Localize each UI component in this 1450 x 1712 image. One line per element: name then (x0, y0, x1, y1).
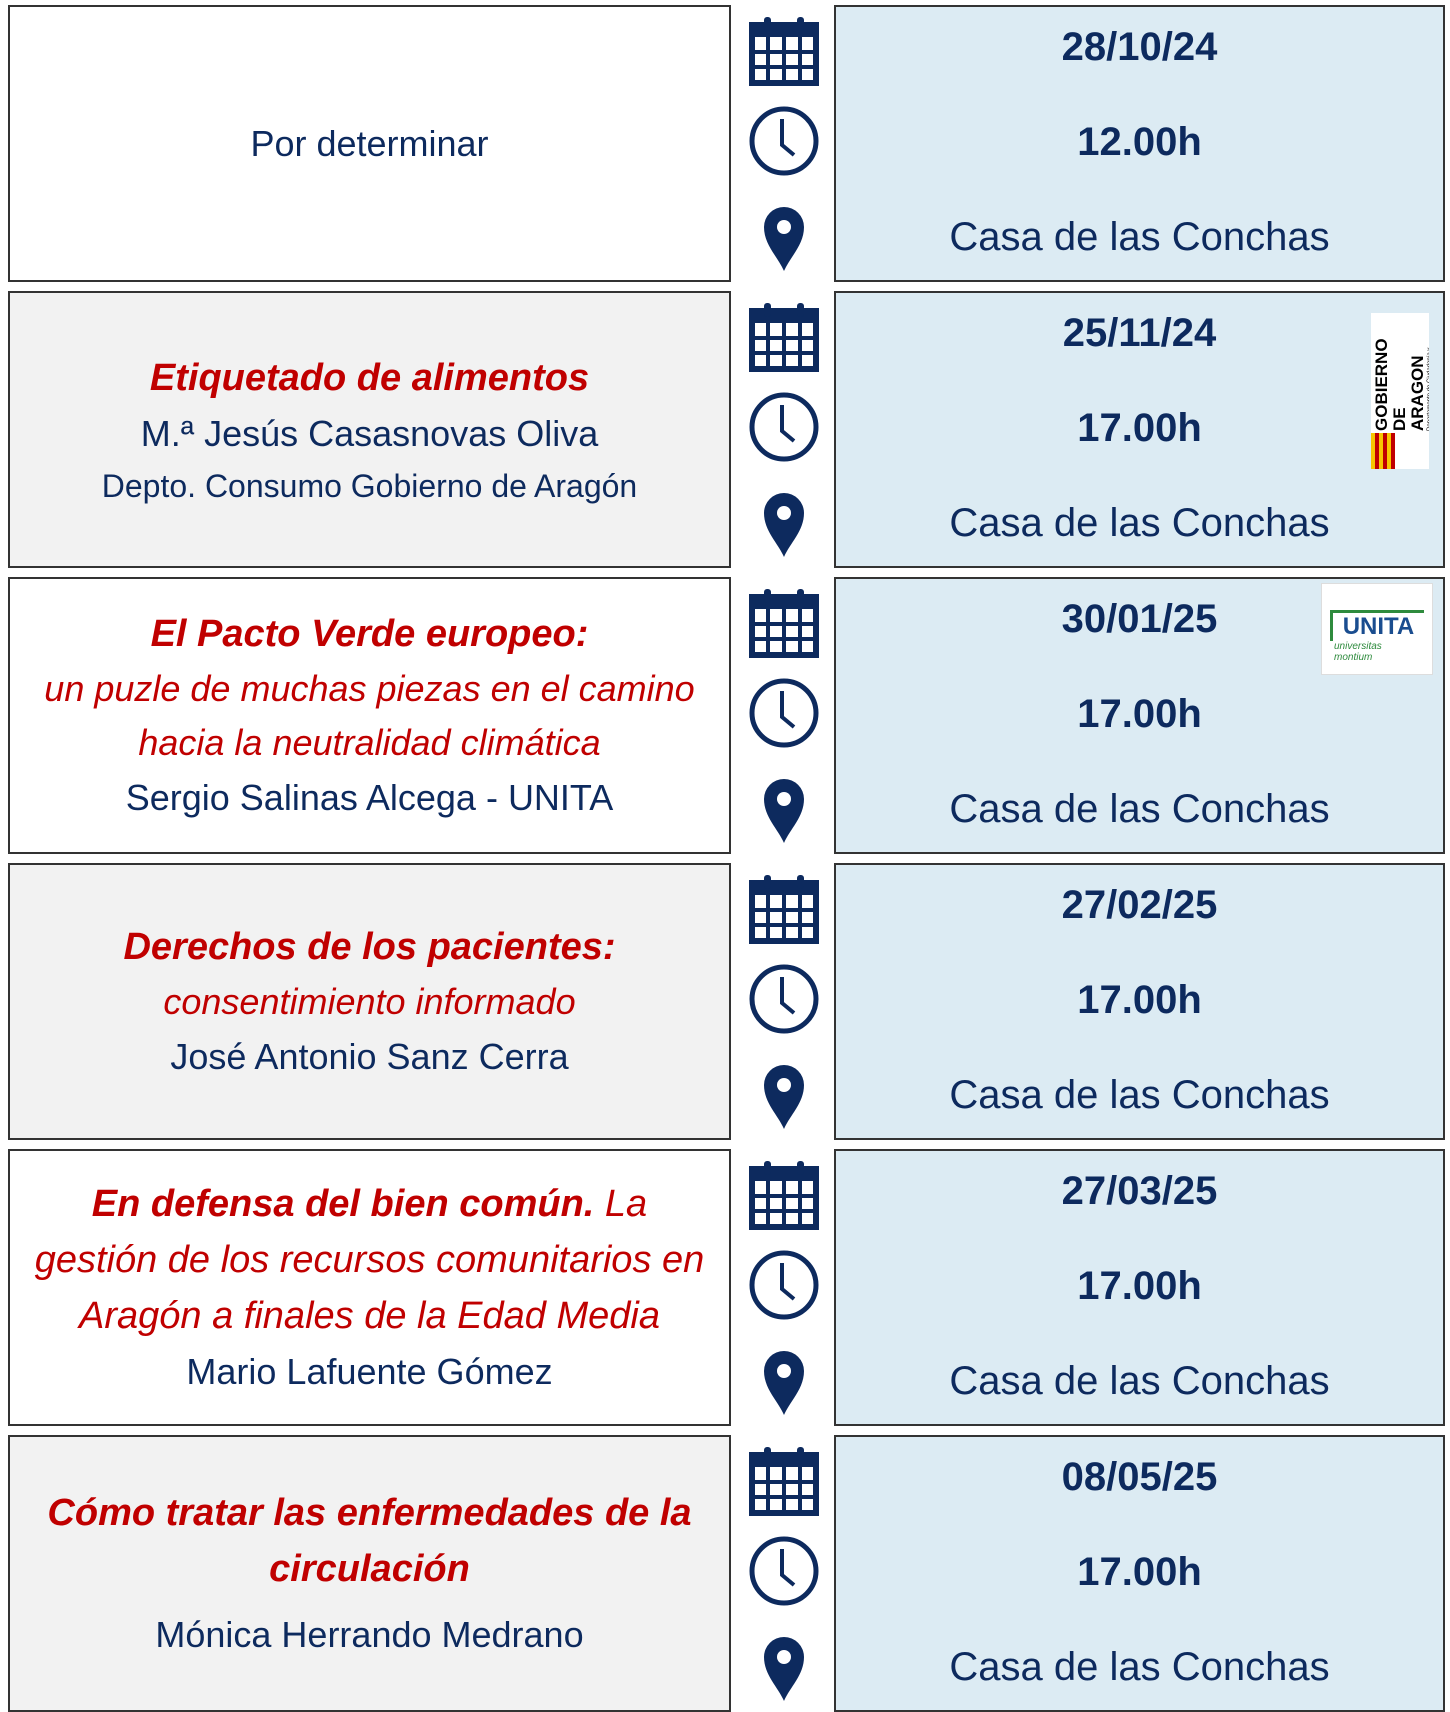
speaker: M.ª Jesús Casasnovas Oliva (140, 412, 599, 454)
date: 28/10/24 (1061, 25, 1218, 69)
speaker: Por determinar (250, 122, 489, 164)
talk-box: Etiquetado de alimentos M.ª Jesús Casasno… (8, 291, 731, 568)
info-box: 25/11/24 17.00h Casa de las Conchas GOBIERN… (834, 291, 1445, 568)
title-continuation: La gestión de los recursos comunitarios … (34, 1182, 705, 1337)
time: 17.00h (1077, 1264, 1202, 1308)
speaker: Mario Lafuente Gómez (186, 1350, 553, 1392)
talk-box: El Pacto Verde europeo: un puzle de mucha… (8, 577, 731, 854)
place: Casa de las Conchas (949, 501, 1330, 545)
talk-title: Derechos de los pacientes: (123, 919, 615, 975)
time: 17.00h (1077, 692, 1202, 736)
pin-icon (748, 773, 820, 845)
talk-box: Cómo tratar las enfermedades de la circu… (8, 1435, 731, 1712)
logo-name: GOBIERNO DE ARAGON (1372, 338, 1427, 431)
talk-title: El Pacto Verde europeo: (151, 606, 589, 662)
affiliation: Depto. Consumo Gobierno de Aragón (101, 467, 638, 504)
clock-icon (748, 1535, 820, 1607)
title-text: Cómo tratar las enfermedades de la circu… (47, 1491, 692, 1590)
talk-box: Por determinar (8, 5, 731, 282)
pin-icon (748, 487, 820, 559)
time: 17.00h (1077, 406, 1202, 450)
time: 17.00h (1077, 1550, 1202, 1594)
info-box: 28/10/24 12.00h Casa de las Conchas (834, 5, 1445, 282)
clock-icon (748, 105, 820, 177)
calendar-icon (748, 1159, 820, 1231)
calendar-icon (748, 1445, 820, 1517)
pin-icon (748, 201, 820, 273)
place: Casa de las Conchas (949, 1359, 1330, 1403)
pin-icon (748, 1345, 820, 1417)
info-box: 08/05/25 17.00h Casa de las Conchas (834, 1435, 1445, 1712)
calendar-icon (748, 15, 820, 87)
title-text: En defensa del bien común. (91, 1182, 595, 1225)
place: Casa de las Conchas (949, 787, 1330, 831)
pin-icon (748, 1059, 820, 1131)
calendar-icon (748, 301, 820, 373)
info-box: 30/01/25 17.00h Casa de las Conchas UNITA un… (834, 577, 1445, 854)
time: 17.00h (1077, 978, 1202, 1022)
place: Casa de las Conchas (949, 215, 1330, 259)
talk-title: Etiquetado de alimentos (150, 350, 589, 406)
logo: UNITA universitas montium (1321, 583, 1433, 675)
logo-detail: Departamento de Ciudadanía y Derechos So… (1427, 348, 1429, 431)
talk-title: Cómo tratar las enfermedades de la circu… (28, 1485, 711, 1597)
speaker: José Antonio Sanz Cerra (170, 1035, 569, 1077)
calendar-icon (748, 873, 820, 945)
logo-name: UNITA (1330, 610, 1424, 641)
talk-subtitle: un puzle de muchas piezas en el camino h… (44, 667, 695, 763)
place: Casa de las Conchas (949, 1645, 1330, 1689)
talk-box: En defensa del bien común. La gestión de… (8, 1149, 731, 1426)
calendar-icon (748, 587, 820, 659)
logo: GOBIERNO DE ARAGON Departamento de Ciudad… (1371, 313, 1429, 469)
title-text: Etiquetado de alimentos (149, 356, 590, 399)
date: 27/02/25 (1061, 883, 1218, 927)
date: 30/01/25 (1061, 597, 1218, 641)
pin-icon (748, 1631, 820, 1703)
time: 12.00h (1077, 120, 1202, 164)
place: Casa de las Conchas (949, 1073, 1330, 1117)
talk-subtitle: consentimiento informado (163, 980, 576, 1022)
clock-icon (748, 391, 820, 463)
info-box: 27/03/25 17.00h Casa de las Conchas (834, 1149, 1445, 1426)
date: 25/11/24 (1062, 311, 1217, 355)
logo-text: GOBIERNO DE ARAGON Departamento de Ciudad… (1371, 313, 1429, 431)
clock-icon (748, 963, 820, 1035)
date: 08/05/25 (1061, 1455, 1218, 1499)
title-text: El Pacto Verde europeo: (150, 612, 589, 655)
date: 27/03/25 (1061, 1169, 1218, 1213)
talk-box: Derechos de los pacientes: consentimiento… (8, 863, 731, 1140)
clock-icon (748, 1249, 820, 1321)
speaker: Mónica Herrando Medrano (155, 1613, 584, 1655)
speaker: Sergio Salinas Alcega - UNITA (125, 776, 614, 818)
logo-flag (1371, 433, 1395, 469)
title-text: Derechos de los pacientes: (123, 925, 616, 968)
info-box: 27/02/25 17.00h Casa de las Conchas (834, 863, 1445, 1140)
clock-icon (748, 677, 820, 749)
talk-title: En defensa del bien común. La gestión de… (28, 1176, 711, 1344)
logo-detail: universitas montium (1334, 641, 1382, 663)
